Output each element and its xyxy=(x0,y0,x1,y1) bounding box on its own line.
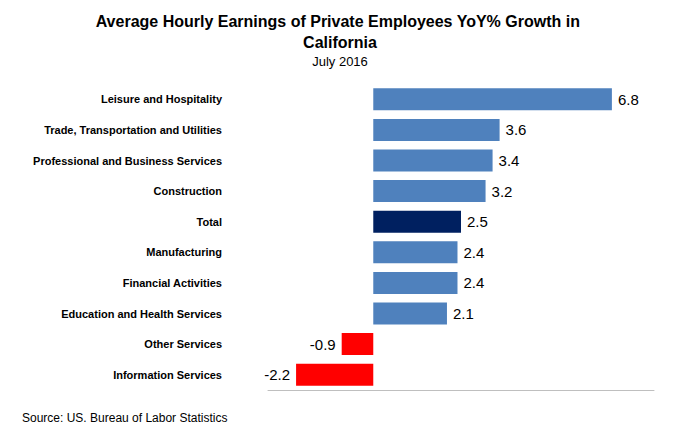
svg-text:Average Hourly Earnings of Pri: Average Hourly Earnings of Private Emplo… xyxy=(96,13,585,30)
svg-text:Professional and Business Serv: Professional and Business Services xyxy=(33,155,222,167)
svg-text:Trade, Transportation and Util: Trade, Transportation and Utilities xyxy=(44,124,222,136)
svg-text:2.4: 2.4 xyxy=(463,274,484,291)
svg-text:3.2: 3.2 xyxy=(492,183,513,200)
svg-text:Other Services: Other Services xyxy=(144,338,222,350)
svg-text:July 2016: July 2016 xyxy=(312,54,368,69)
svg-text:2.4: 2.4 xyxy=(463,244,484,261)
svg-text:Total: Total xyxy=(197,216,222,228)
svg-text:6.8: 6.8 xyxy=(618,91,639,108)
svg-text:Construction: Construction xyxy=(154,185,223,197)
svg-text:3.6: 3.6 xyxy=(506,121,527,138)
svg-text:Information Services: Information Services xyxy=(113,369,222,381)
svg-text:3.4: 3.4 xyxy=(499,152,520,169)
svg-text:Financial Activities: Financial Activities xyxy=(123,277,222,289)
svg-text:California: California xyxy=(303,34,377,51)
svg-text:Manufacturing: Manufacturing xyxy=(146,246,222,258)
svg-text:-2.2: -2.2 xyxy=(264,366,290,383)
svg-text:2.5: 2.5 xyxy=(467,213,488,230)
svg-text:-0.9: -0.9 xyxy=(310,336,336,353)
svg-text:Education and Health Services: Education and Health Services xyxy=(61,308,222,320)
svg-text:Source: US. Bureau of Labor St: Source: US. Bureau of Labor Statistics xyxy=(22,411,227,425)
svg-text:Leisure and Hospitality: Leisure and Hospitality xyxy=(101,93,223,105)
svg-text:2.1: 2.1 xyxy=(453,305,474,322)
